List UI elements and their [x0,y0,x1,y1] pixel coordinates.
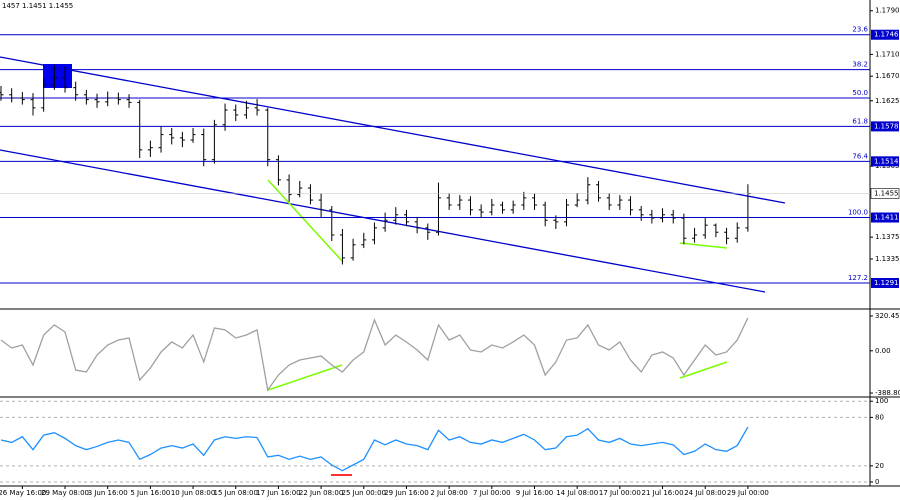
price-label: 1.1514 [874,157,899,165]
current-price-box [870,188,900,199]
highlight-box [43,64,72,88]
chart-header: 1457 1.1451 1.1455 [2,2,73,10]
price-label-box [871,212,899,223]
x-tick-label: 10 Jun 08:00 [171,489,215,497]
x-tick-label: 9 Jul 16:00 [516,489,554,497]
x-tick-label: 25 Jun 00:00 [342,489,386,497]
fib-level-label: 61.8 [852,117,868,125]
x-tick-label: 2 Jul 08:00 [430,489,468,497]
x-tick-label: 5 Jun 16:00 [130,489,170,497]
divergence-line [679,242,728,249]
channel-upper [0,56,786,204]
y-tick-label: 0.00 [875,347,891,355]
x-tick-label: 14 Jul 08:00 [556,489,598,497]
y-tick-label: 1.1790 [875,7,900,15]
fib-level-label: 127.2 [848,274,868,282]
price-label-box [871,156,899,167]
fib-level-label: 38.2 [852,61,868,69]
y-tick-label: 1.1335 [875,255,900,263]
x-tick-label: 29 Jul 00:00 [727,489,769,497]
x-tick-label: 21 Jul 16:00 [642,489,684,497]
x-tick-label: 29 Jun 16:00 [384,489,428,497]
x-tick-label: 17 Jul 00:00 [599,489,641,497]
x-tick-label: 15 Jun 08:00 [214,489,258,497]
x-tick-label: 24 Jul 08:00 [684,489,726,497]
y-tick-label: 0 [875,478,879,486]
fib-level-label: 76.4 [852,152,868,160]
price-label-box [871,277,899,288]
x-tick-label: 17 Jun 16:00 [256,489,300,497]
channel-lower [0,149,766,293]
y-tick-label: 1.1710 [875,50,900,58]
y-tick-label: -388.803 [875,389,900,397]
x-tick-label: 29 May 08:00 [41,489,89,497]
x-tick-label: 26 May 16:00 [0,489,46,497]
y-tick-label: 320.4558 [875,312,900,320]
y-tick-label: 80 [875,413,884,421]
price-label-box [871,121,899,132]
fib-level-label: 100.0 [848,209,868,217]
divergence-line [679,361,728,379]
fib-level-label: 50.0 [852,89,868,97]
price-label: 1.1291 [874,279,899,287]
y-tick-label: 1.1625 [875,97,900,105]
x-tick-label: 7 Jul 00:00 [473,489,511,497]
price-label: 1.1746 [874,31,899,39]
y-tick-label: 1.1670 [875,72,900,80]
y-tick-label: 100 [875,397,888,405]
price-label-box [871,29,899,40]
fib-level-label: 23.6 [852,26,868,34]
current-price-label: 1.1455 [874,190,899,198]
y-tick-label: 1.1375 [875,233,900,241]
x-tick-label: 22 Jun 08:00 [299,489,343,497]
price-label: 1.1411 [874,214,899,222]
indicator-line [0,426,749,472]
y-tick-label: 20 [875,462,884,470]
price-label: 1.1578 [874,122,899,130]
x-tick-label: 3 Jun 16:00 [88,489,128,497]
indicator-line [0,317,749,392]
divergence-line [267,364,343,391]
